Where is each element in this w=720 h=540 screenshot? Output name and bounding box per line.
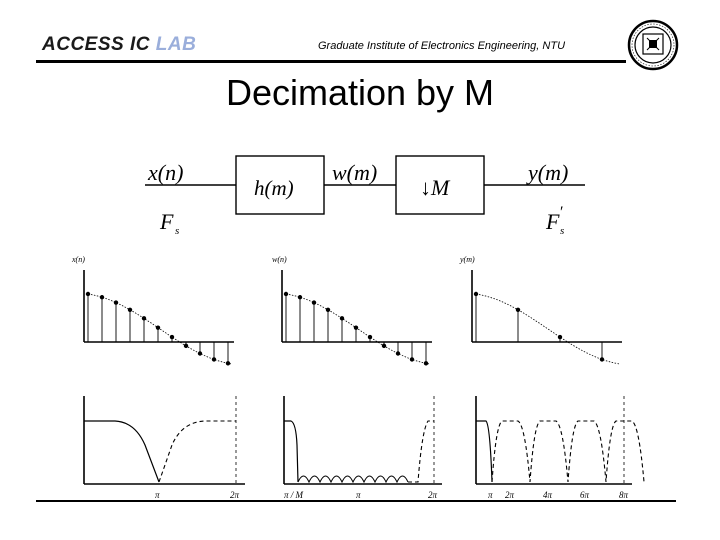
time-plot-sample bbox=[297, 295, 303, 300]
freq-plot-2 bbox=[283, 396, 442, 485]
freq-plot-aliases bbox=[491, 420, 645, 483]
time-plot-x bbox=[83, 270, 234, 366]
time-plot-sample bbox=[409, 357, 415, 362]
time-plot-label-x: x(n) bbox=[71, 255, 85, 264]
brand-title: ACCESS IC LAB bbox=[42, 34, 196, 56]
time-plot-sample bbox=[423, 361, 429, 366]
frequency-domain-plots bbox=[83, 396, 645, 485]
time-plot-sample bbox=[225, 361, 231, 366]
time-plot-label-y: y(m) bbox=[459, 255, 475, 264]
freq-tick-2-2: 2π bbox=[428, 490, 438, 500]
freq-plot-ripple bbox=[297, 475, 409, 484]
time-plot-sample bbox=[141, 316, 147, 321]
freq-plot-1 bbox=[83, 396, 245, 485]
time-plot-sample bbox=[197, 351, 203, 356]
institute-name: Graduate Institute of Electronics Engine… bbox=[318, 40, 566, 52]
freq-tick-2-1: π bbox=[356, 490, 361, 500]
time-plot-sample bbox=[283, 291, 289, 297]
time-plot-sample bbox=[599, 357, 605, 362]
freq-tick-1-0: π bbox=[155, 490, 160, 500]
freq-plot-spectrum-image bbox=[408, 420, 434, 483]
time-plot-sample bbox=[169, 334, 175, 340]
output-rate-prime: ′ bbox=[559, 204, 563, 221]
time-plot-sample bbox=[127, 307, 133, 313]
time-plot-sample bbox=[395, 351, 401, 356]
footer-rule bbox=[36, 500, 676, 502]
freq-plot-spectrum bbox=[284, 420, 299, 483]
university-seal-icon bbox=[627, 19, 679, 71]
freq-tick-3-2: 4π bbox=[543, 490, 553, 500]
freq-tick-3-4: 8π bbox=[619, 490, 629, 500]
time-plot-sample bbox=[557, 334, 563, 340]
freq-tick-1-1: 2π bbox=[230, 490, 240, 500]
filter-label: h(m) bbox=[254, 176, 294, 200]
freq-tick-3-3: 6π bbox=[580, 490, 590, 500]
time-plot-sample bbox=[311, 300, 317, 305]
time-plot-envelope bbox=[285, 293, 431, 365]
intermediate-signal-label: w(m) bbox=[332, 160, 377, 185]
output-rate-label: F bbox=[545, 209, 560, 234]
time-plot-sample bbox=[353, 325, 359, 330]
input-signal-label: x(n) bbox=[147, 160, 183, 185]
time-plot-sample bbox=[155, 325, 161, 330]
time-plot-sample bbox=[339, 316, 345, 321]
time-plot-sample bbox=[325, 307, 331, 313]
time-plot-sample bbox=[211, 357, 217, 362]
time-plot-sample bbox=[381, 343, 387, 349]
freq-plot-spectrum bbox=[476, 420, 493, 483]
freq-tick-3-1: 2π bbox=[505, 490, 515, 500]
time-domain-plots bbox=[83, 270, 622, 366]
freq-tick-2-0: π / M bbox=[284, 490, 304, 500]
time-plot-sample bbox=[183, 343, 189, 349]
brand-title-part2: LAB bbox=[155, 34, 197, 55]
output-rate-subscript: s bbox=[560, 225, 564, 237]
time-plot-envelope bbox=[475, 293, 621, 365]
time-plot-envelope bbox=[87, 293, 233, 365]
slide-title: Decimation by M bbox=[225, 72, 495, 113]
output-signal-label: y(m) bbox=[526, 160, 568, 185]
input-rate-subscript: s bbox=[175, 225, 179, 237]
header-rule bbox=[36, 60, 626, 63]
time-plot-sample bbox=[515, 307, 521, 313]
freq-plot-3 bbox=[475, 396, 645, 485]
time-plot-sample bbox=[113, 300, 119, 305]
time-plot-sample bbox=[473, 291, 479, 297]
time-plot-sample bbox=[99, 295, 105, 300]
time-plot-sample bbox=[367, 334, 373, 340]
freq-plot-spectrum-image bbox=[158, 420, 236, 483]
time-plot-sample bbox=[85, 291, 91, 297]
downsampler-label: ↓M bbox=[420, 175, 451, 200]
time-plot-y bbox=[471, 270, 622, 365]
brand-title-part1: ACCESS IC bbox=[42, 34, 156, 55]
input-rate-label: F bbox=[159, 209, 174, 234]
freq-tick-3-0: π bbox=[488, 490, 493, 500]
time-plot-w bbox=[281, 270, 432, 366]
block-diagram bbox=[145, 155, 585, 215]
freq-plot-spectrum bbox=[84, 420, 160, 483]
time-plot-label-w: w(n) bbox=[272, 255, 287, 264]
